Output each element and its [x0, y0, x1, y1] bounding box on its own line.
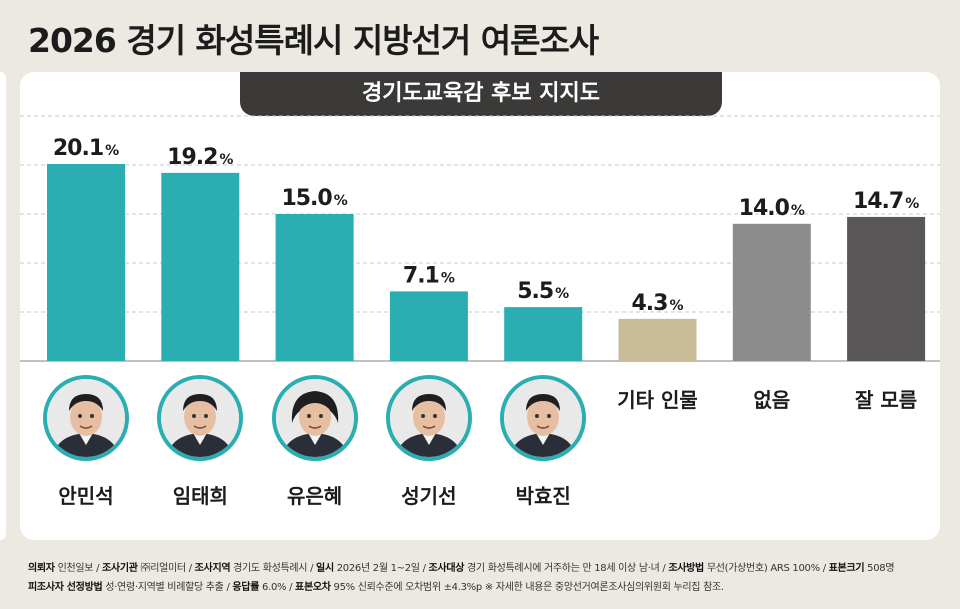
- footer-label: 피조사자 선정방법: [28, 582, 103, 593]
- data-label: 20.1%: [53, 136, 119, 161]
- footer-value: 95% 신뢰수준에 오차범위 ±4.3%p: [330, 582, 483, 593]
- category-label: 유은혜: [286, 484, 343, 508]
- footer-value: 경기도 화성특례시: [230, 563, 308, 574]
- bar: [732, 223, 811, 361]
- candidate-photo: [500, 375, 587, 461]
- footer-value: 무선(가상번호) ARS 100%: [703, 563, 820, 574]
- footer-label: 조사지역: [194, 563, 231, 574]
- footer-label: 조사기관: [102, 563, 138, 574]
- footer-value: 508명: [864, 563, 895, 574]
- footer-label: 조사대상: [428, 563, 465, 574]
- footer-value: 인천일보: [54, 563, 94, 574]
- category-label: 없음: [753, 388, 791, 412]
- survey-info-line-2: 피조사자 선정방법 성·연령·지역별 비례할당 추출 / 응답률 6.0% / …: [28, 582, 724, 593]
- candidate-photo: [157, 375, 244, 461]
- category-label: 기타 인물: [617, 388, 698, 412]
- bar: [161, 172, 240, 361]
- footer-value: 경기 화성특례시에 거주하는 만 18세 이상 남·녀: [464, 563, 660, 574]
- page-title: 2026 경기 화성특례시 지방선거 여론조사: [28, 21, 599, 60]
- data-label: 7.1%: [403, 263, 455, 288]
- data-label: 14.0%: [739, 196, 805, 221]
- footer-value: 6.0%: [259, 582, 287, 593]
- data-label: 15.0%: [281, 186, 347, 211]
- bar: [847, 216, 926, 361]
- candidate-photo: [43, 375, 129, 461]
- survey-info-line-1: 의뢰자 인천일보 / 조사기관 ㈜리얼미터 / 조사지역 경기도 화성특례시 /…: [28, 563, 895, 574]
- candidate-photo: [385, 375, 472, 461]
- data-label: 4.3%: [631, 291, 683, 316]
- data-label: 5.5%: [517, 279, 569, 304]
- bar: [504, 307, 583, 361]
- bar: [389, 291, 468, 361]
- candidate-photo: [271, 375, 358, 461]
- category-label: 박효진: [515, 484, 571, 508]
- bar: [275, 214, 354, 361]
- footer-label: 일시: [316, 563, 334, 574]
- category-label: 성기선: [401, 484, 457, 508]
- footer-value: 성·연령·지역별 비례할당 추출: [102, 582, 224, 593]
- footer-label: 조사방법: [668, 563, 704, 574]
- data-label: 19.2%: [167, 145, 233, 170]
- footer-label: 표본크기: [828, 563, 865, 574]
- data-label: 14.7%: [853, 189, 919, 214]
- category-label: 잘 모름: [855, 388, 918, 412]
- category-label: 임태희: [172, 484, 228, 508]
- left-panel-edge: [0, 72, 6, 540]
- footer-label: 응답률: [232, 582, 260, 593]
- footer-value: 2026년 2월 1~2일: [333, 563, 420, 574]
- footer-label: 표본오차: [295, 582, 331, 593]
- category-label: 안민석: [58, 484, 114, 508]
- chart-subtitle: 경기도교육감 후보 지지도: [240, 72, 722, 116]
- footer-value: ㈜리얼미터: [137, 563, 187, 574]
- footer-label: 의뢰자: [28, 563, 55, 574]
- bar: [618, 318, 697, 361]
- footer-note: ※ 자세한 내용은 중앙선거여론조사심의위원회 누리집 참조.: [481, 582, 724, 593]
- bar: [47, 164, 125, 361]
